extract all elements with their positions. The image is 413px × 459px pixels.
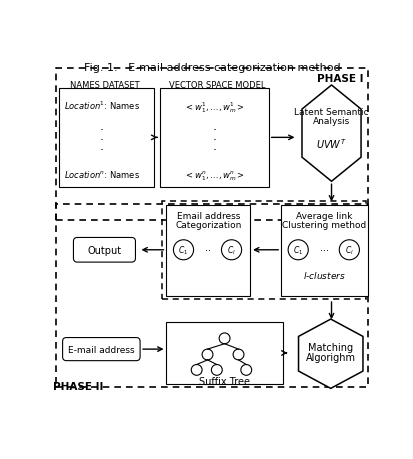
Text: PHASE II: PHASE II	[53, 381, 103, 392]
Text: VECTOR SPACE MODEL: VECTOR SPACE MODEL	[168, 81, 264, 90]
Text: Suffix Tree: Suffix Tree	[199, 376, 249, 386]
Bar	[166, 323, 282, 384]
Text: Latent Semantic: Latent Semantic	[294, 107, 368, 116]
Text: $C_l$: $C_l$	[227, 244, 235, 257]
Text: $C_1$: $C_1$	[178, 244, 188, 257]
Text: ·: ·	[212, 124, 216, 137]
Text: ·: ·	[212, 134, 216, 147]
Text: $UVW^T$: $UVW^T$	[316, 137, 346, 151]
Text: Fig. 1.   E-mail address categorization method: Fig. 1. E-mail address categorization me…	[84, 63, 339, 73]
Bar	[280, 206, 367, 297]
Text: Analysis: Analysis	[312, 117, 349, 125]
Text: Output: Output	[87, 245, 121, 255]
Text: ·: ·	[100, 134, 104, 147]
Text: $l$-clusters: $l$-clusters	[302, 269, 345, 280]
Bar	[161, 201, 366, 299]
Bar	[166, 206, 249, 297]
Text: Algorighm: Algorighm	[305, 353, 355, 363]
Polygon shape	[301, 86, 360, 182]
Text: $\mathit{Location}^n$: Names: $\mathit{Location}^n$: Names	[64, 169, 140, 180]
Text: Average link: Average link	[296, 212, 352, 221]
Text: NAMES DATASET: NAMES DATASET	[69, 81, 139, 90]
Text: $C_l$: $C_l$	[344, 244, 353, 257]
Text: Categorization: Categorization	[175, 220, 241, 229]
Bar	[56, 69, 367, 220]
Text: $C_1$: $C_1$	[292, 244, 303, 257]
Text: Matching: Matching	[307, 342, 352, 353]
Text: ·: ·	[100, 144, 104, 157]
Bar	[59, 89, 154, 187]
Polygon shape	[298, 319, 362, 388]
Text: Email address: Email address	[176, 212, 240, 221]
Text: ...: ...	[319, 243, 328, 253]
Text: Clustering method: Clustering method	[282, 220, 366, 229]
Text: PHASE I: PHASE I	[316, 73, 363, 84]
Text: $\mathit{Location}^1$: Names: $\mathit{Location}^1$: Names	[64, 100, 140, 112]
Text: $< w_1^n, \ldots, w_m^n >$: $< w_1^n, \ldots, w_m^n >$	[183, 169, 244, 182]
Bar	[56, 204, 367, 387]
Text: $< w_1^1, \ldots, w_m^1 >$: $< w_1^1, \ldots, w_m^1 >$	[183, 100, 244, 114]
Text: E-mail address: E-mail address	[68, 345, 134, 354]
FancyBboxPatch shape	[73, 238, 135, 263]
Text: ..: ..	[205, 243, 211, 253]
Text: ·: ·	[100, 124, 104, 137]
FancyBboxPatch shape	[62, 338, 140, 361]
Bar	[160, 89, 268, 187]
Text: ·: ·	[212, 144, 216, 157]
